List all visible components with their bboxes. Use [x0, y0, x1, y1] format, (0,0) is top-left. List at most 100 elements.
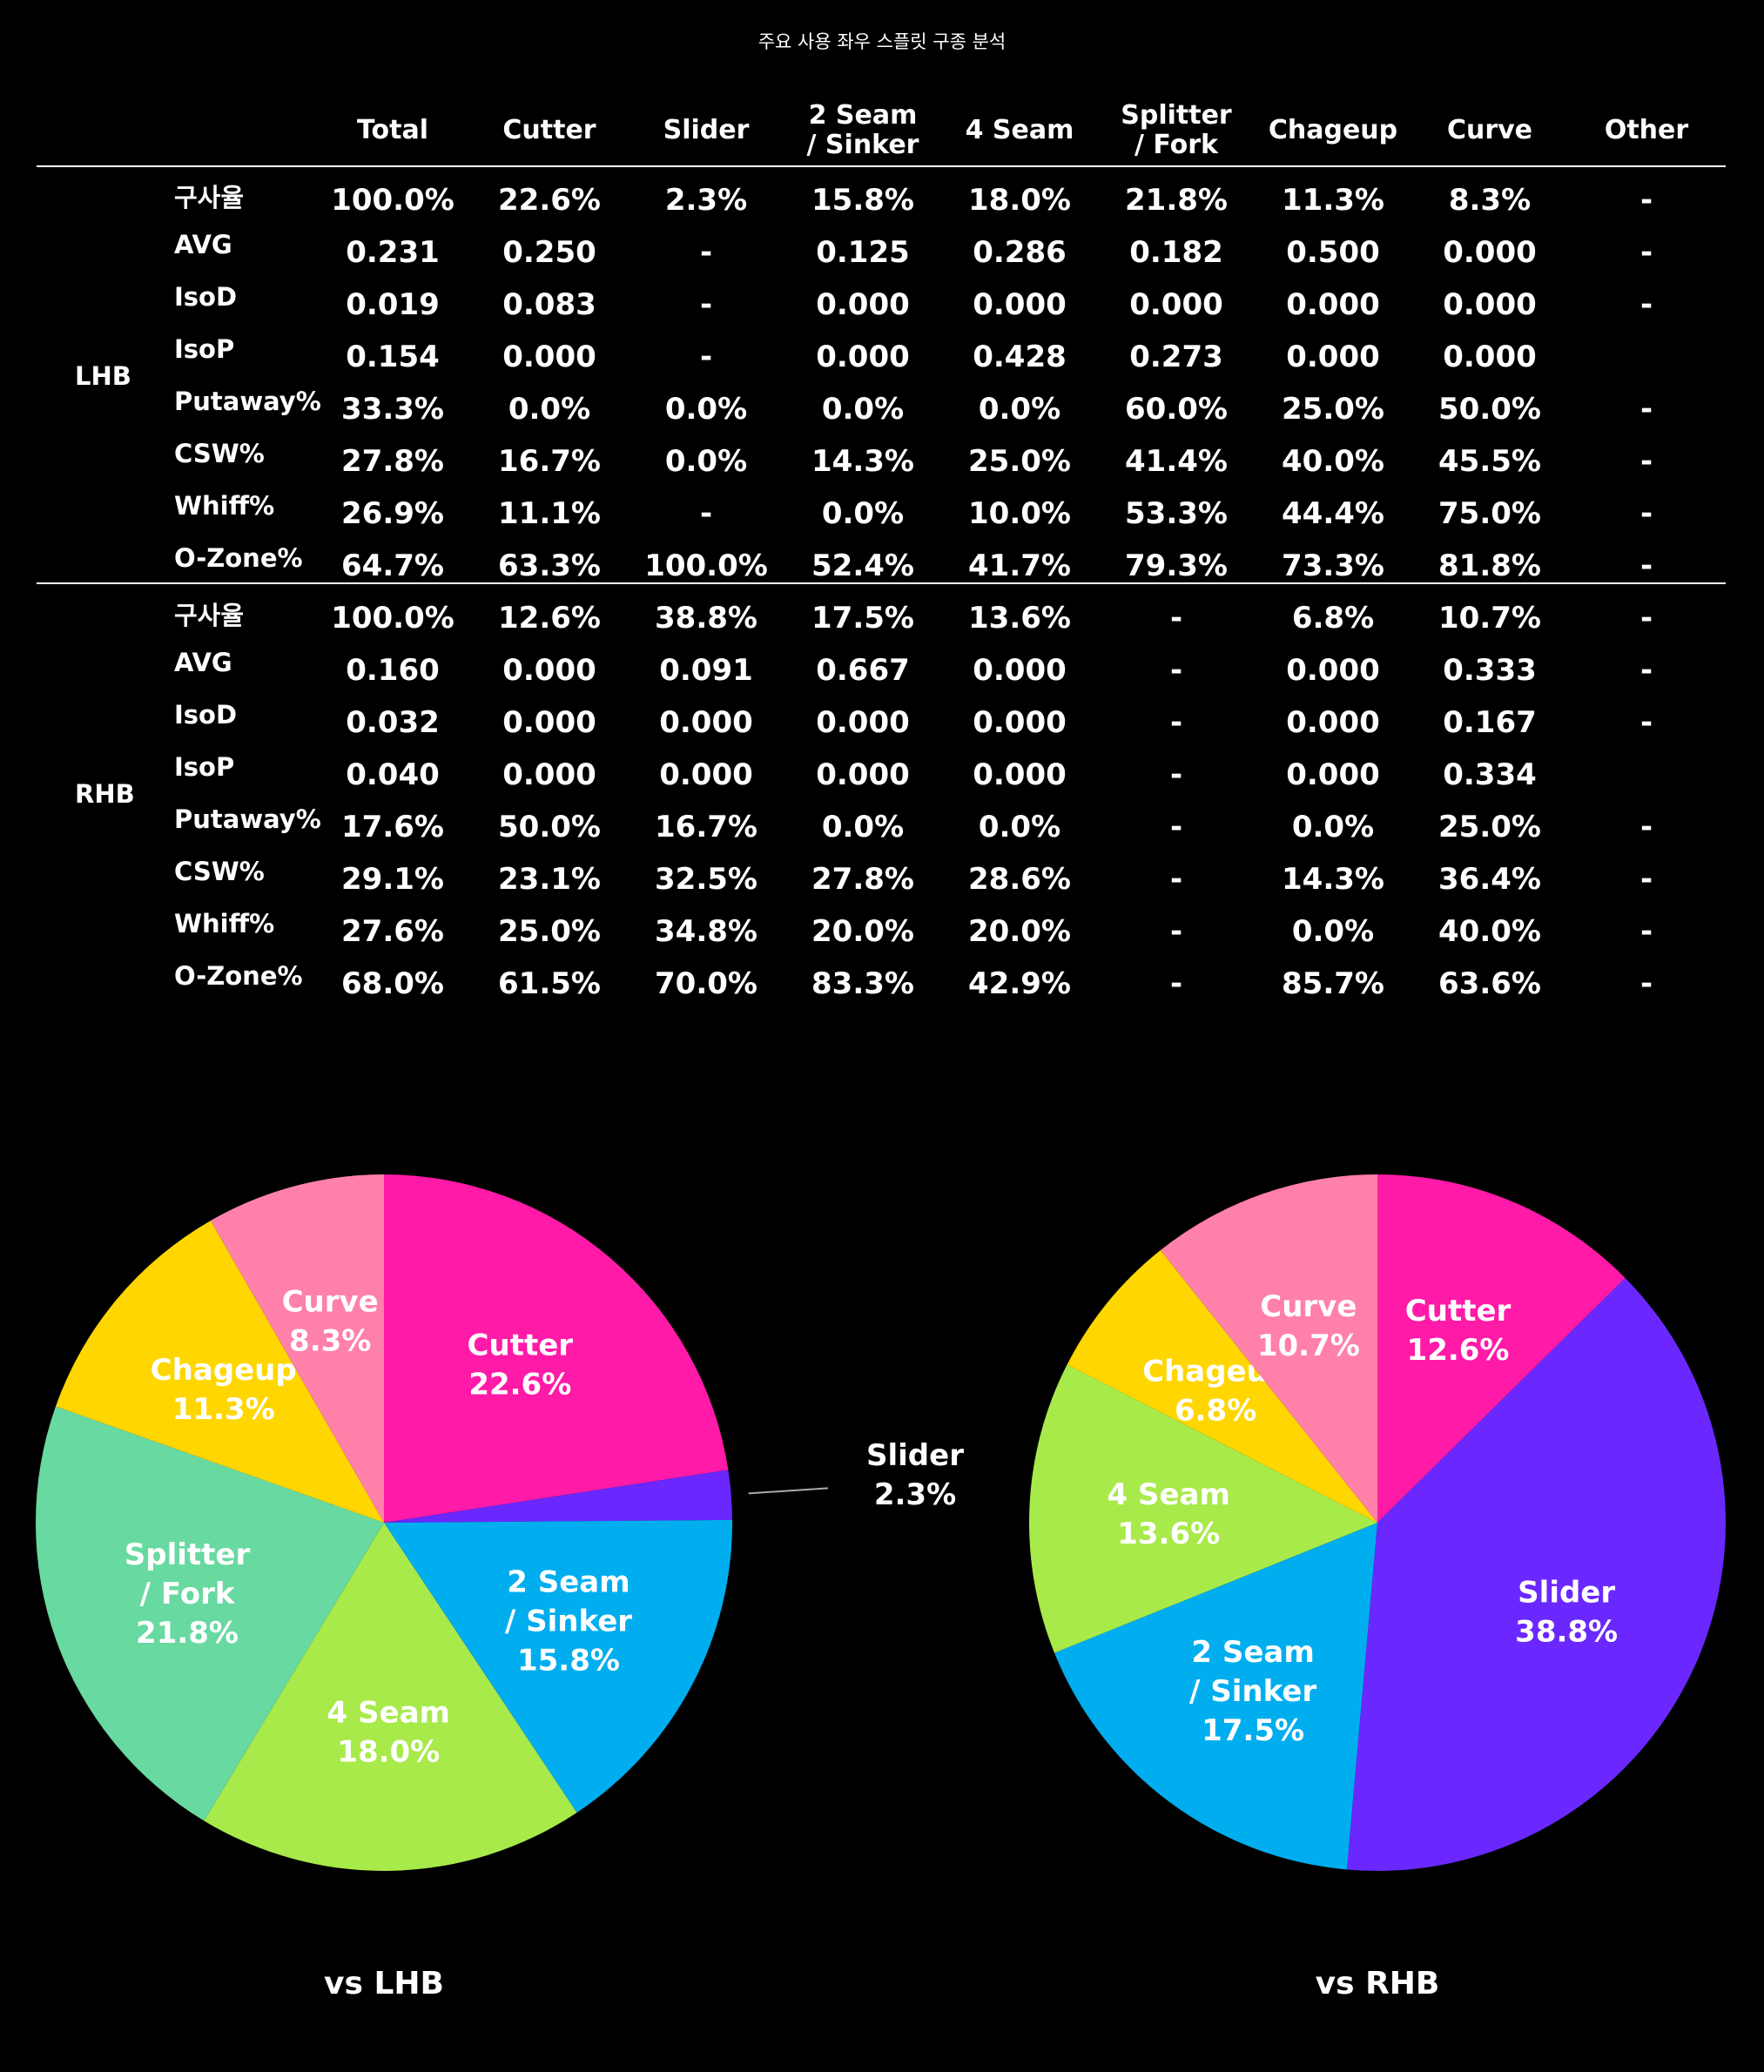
table-cell: 34.8% — [655, 914, 757, 949]
slice-label: Curve 8.3% — [282, 1285, 379, 1359]
table-cell: 14.3% — [811, 444, 914, 479]
table-cell: 0.0% — [978, 810, 1061, 844]
table-cell: 0.273 — [1129, 340, 1223, 374]
table-cell: 29.1% — [341, 862, 444, 897]
slice-value: 18.0% — [337, 1734, 440, 1769]
metric-label: Putaway% — [174, 804, 321, 834]
table-cell: 41.7% — [968, 548, 1071, 583]
slice-label: Slider 2.3% — [866, 1438, 964, 1512]
table-cell: 23.1% — [498, 862, 601, 897]
pie-slice — [1067, 1250, 1377, 1523]
table-cell: 52.4% — [811, 548, 914, 583]
slice-value: 17.5% — [1202, 1713, 1304, 1748]
chart-title: 주요 사용 좌우 스플릿 구종 분석 — [757, 31, 1007, 52]
slice-name: Cutter — [468, 1328, 574, 1362]
table-cell: 0.000 — [1286, 757, 1380, 792]
table-cell: 83.3% — [811, 966, 914, 1001]
table-cell: 15.8% — [811, 183, 914, 218]
metric-label: O-Zone% — [174, 543, 303, 573]
table-cell: 0.125 — [816, 235, 910, 270]
chart-caption-rhb: vs RHB — [1315, 1966, 1440, 2001]
pie-slice — [204, 1523, 577, 1871]
pie-slice — [1029, 1364, 1377, 1653]
table-cell: 25.0% — [1282, 392, 1384, 427]
table-cell: 60.0% — [1125, 392, 1228, 427]
slice-name: Slider — [1518, 1576, 1615, 1611]
table-cell: 45.5% — [1438, 444, 1541, 479]
slice-value: 10.7% — [1257, 1329, 1360, 1363]
slice-value: 21.8% — [136, 1616, 239, 1651]
table-cell: 44.4% — [1282, 496, 1384, 531]
table-cell: 11.1% — [498, 496, 601, 531]
pie-slice — [55, 1221, 384, 1523]
table-cell: 0.000 — [502, 757, 596, 792]
table-cell: 100.0% — [331, 601, 454, 636]
table-cell: 0.000 — [659, 757, 753, 792]
table-cell: - — [699, 287, 713, 322]
table-cell: 27.6% — [341, 914, 444, 949]
table-cell: 17.6% — [341, 810, 444, 844]
slice-name: Slider — [866, 1438, 964, 1473]
table-cell: - — [699, 340, 713, 374]
pie-slice — [1346, 1277, 1726, 1871]
table-cell: 0.000 — [973, 757, 1067, 792]
column-header: 4 Seam — [965, 115, 1074, 145]
table-cell: 0.231 — [346, 235, 440, 270]
slice-name: Cutter — [1405, 1294, 1512, 1329]
table-cell: 10.7% — [1438, 601, 1541, 636]
pie-slice — [35, 1406, 385, 1821]
table-cell: 20.0% — [968, 914, 1071, 949]
slice-value: 38.8% — [1515, 1615, 1618, 1650]
table-cell: 13.6% — [968, 601, 1071, 636]
slice-value: 15.8% — [517, 1644, 620, 1678]
table-cell: 14.3% — [1282, 862, 1384, 897]
table-cell: 21.8% — [1125, 183, 1228, 218]
slice-name: 2 Seam — [507, 1565, 630, 1600]
table-cell: - — [1169, 705, 1183, 740]
metric-label: CSW% — [174, 439, 265, 468]
table-cell: 0.000 — [1286, 705, 1380, 740]
table-cell: 0.000 — [973, 705, 1067, 740]
slice-value: 2.3% — [874, 1477, 956, 1512]
metric-label: AVG — [174, 230, 232, 259]
pie-slice — [210, 1174, 384, 1523]
table-cell: - — [1639, 914, 1653, 949]
table-cell: 0.019 — [346, 287, 440, 322]
header-divider — [37, 165, 1726, 167]
pie-slice — [384, 1519, 732, 1813]
group-divider — [37, 582, 1726, 584]
slice-label: Splitter / Fork 21.8% — [125, 1537, 251, 1651]
table-cell: 63.3% — [498, 548, 601, 583]
table-cell: - — [1169, 862, 1183, 897]
metric-label: IsoD — [174, 700, 238, 730]
table-cell: 16.7% — [498, 444, 601, 479]
table-cell: 10.0% — [968, 496, 1071, 531]
table-cell: - — [1169, 757, 1183, 792]
pie-slice — [1160, 1174, 1377, 1523]
slice-name: 2 Seam — [1191, 1635, 1314, 1670]
column-header: Chageup — [1268, 115, 1398, 145]
column-header: Splitter / Fork — [1121, 100, 1232, 160]
table-cell: - — [1639, 653, 1653, 688]
slice-name: / Sinker — [1189, 1674, 1316, 1709]
table-cell: 41.4% — [1125, 444, 1228, 479]
table-cell: - — [1639, 548, 1653, 583]
table-cell: - — [1169, 966, 1183, 1001]
table-cell: 0.167 — [1443, 705, 1537, 740]
table-cell: 85.7% — [1282, 966, 1384, 1001]
table-cell: - — [1639, 392, 1653, 427]
table-cell: 25.0% — [1438, 810, 1541, 844]
table-cell: 0.000 — [973, 653, 1067, 688]
slice-value: 8.3% — [289, 1324, 371, 1359]
table-cell: 8.3% — [1448, 183, 1532, 218]
table-cell: 53.3% — [1125, 496, 1228, 531]
table-cell: 18.0% — [968, 183, 1071, 218]
table-cell: - — [1169, 601, 1183, 636]
table-cell: 26.9% — [341, 496, 444, 531]
table-cell: 0.250 — [502, 235, 596, 270]
group-label: RHB — [75, 779, 135, 809]
table-cell: 100.0% — [331, 183, 454, 218]
table-cell: - — [1169, 810, 1183, 844]
slice-value: 12.6% — [1407, 1333, 1510, 1368]
pie-slice — [384, 1470, 732, 1523]
